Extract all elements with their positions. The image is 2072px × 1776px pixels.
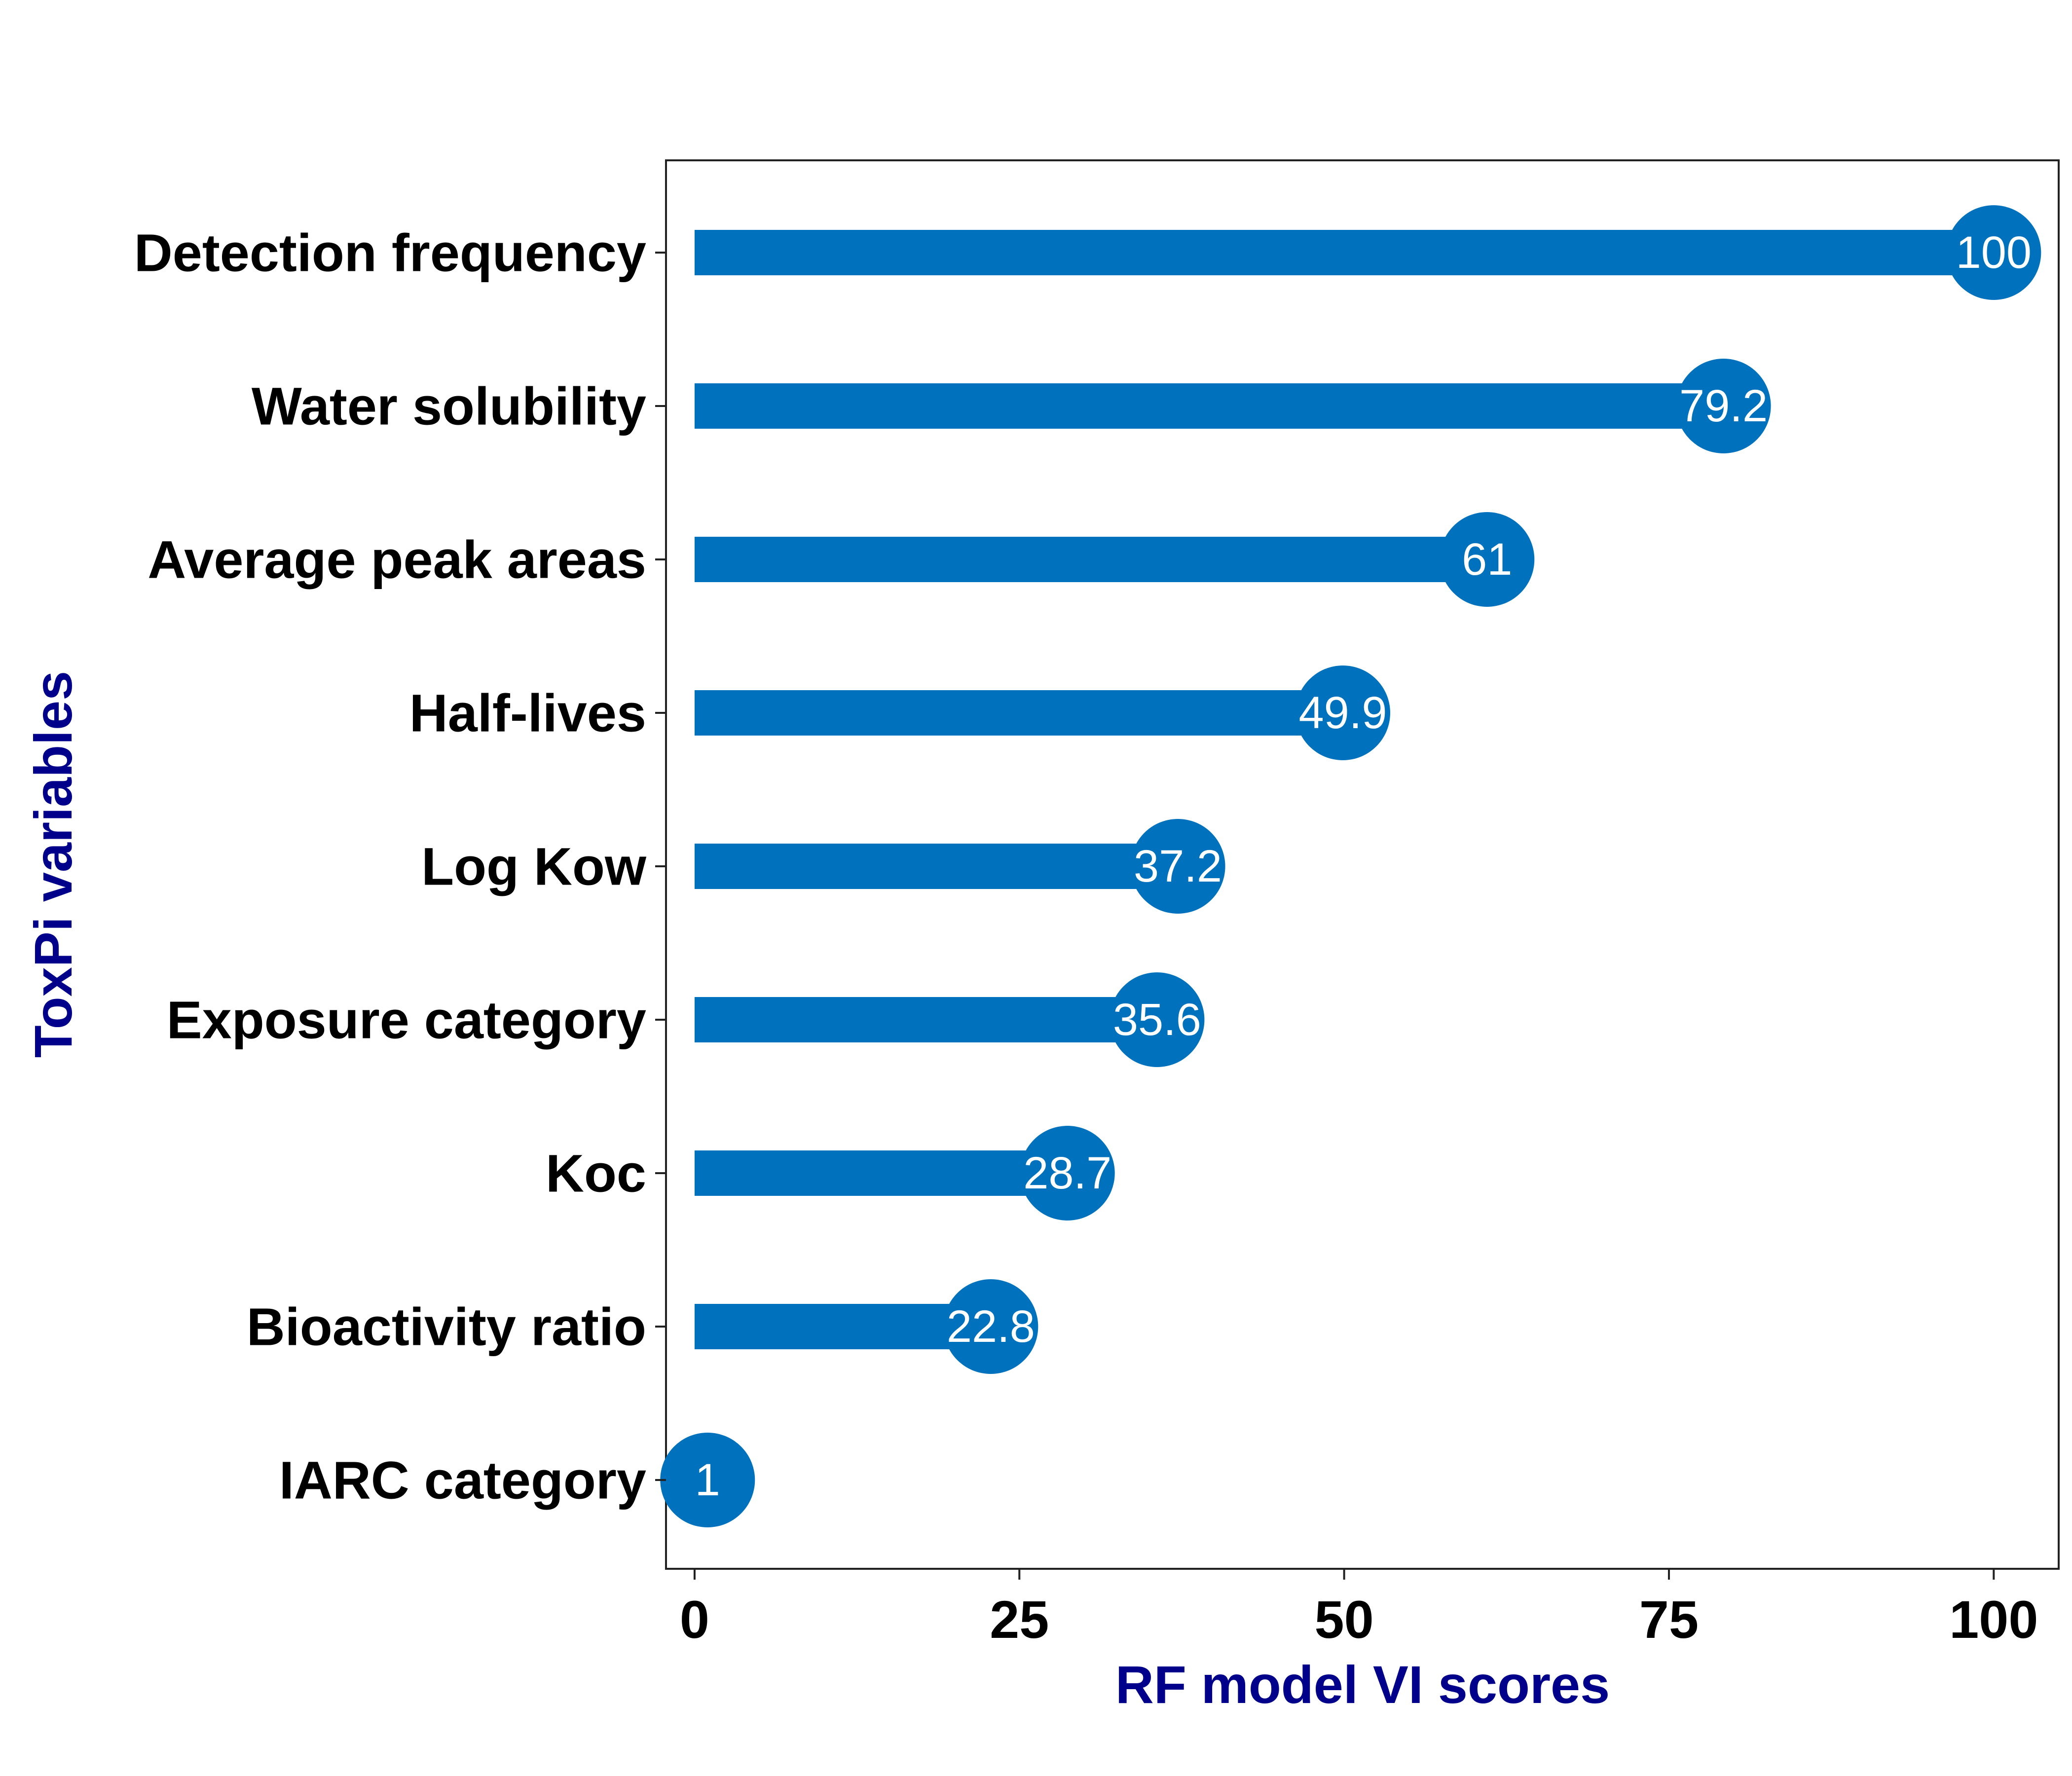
y-tick-label-5: Exposure category <box>167 990 646 1050</box>
point-8 <box>660 1433 755 1527</box>
x-tick-label-1: 25 <box>990 1590 1049 1649</box>
point-6 <box>1020 1126 1115 1221</box>
data-label-0: 100 <box>1956 227 2032 278</box>
plot-panel-border <box>665 159 2060 1570</box>
data-label-6: 28.7 <box>1023 1148 1111 1198</box>
point-3 <box>1295 666 1390 760</box>
y-tick-label-6: Koc <box>546 1144 646 1203</box>
y-tick-label-1: Water solubility <box>252 376 646 436</box>
y-tick-label-3: Half-lives <box>409 683 646 743</box>
point-5 <box>1110 972 1205 1067</box>
bar-7 <box>694 1304 991 1349</box>
y-tick-label-2: Average peak areas <box>148 530 646 590</box>
bar-6 <box>694 1150 1068 1196</box>
point-1 <box>1676 359 1771 453</box>
data-marks: 100 79.2 61 49.9 37.2 35.6 28.7 22.8 1 <box>660 205 2041 1527</box>
bar-1 <box>694 383 1724 429</box>
x-tick-label-3: 75 <box>1639 1590 1699 1649</box>
point-2 <box>1440 512 1535 607</box>
y-tick-label-7: Bioactivity ratio <box>247 1297 646 1357</box>
y-tick-label-0: Detection frequency <box>134 223 646 283</box>
y-tick-label-4: Log Kow <box>421 837 647 896</box>
bar-2 <box>694 537 1487 582</box>
data-label-1: 79.2 <box>1679 381 1768 431</box>
bar-5 <box>694 997 1157 1042</box>
data-label-7: 22.8 <box>947 1301 1035 1352</box>
bar-3 <box>694 690 1343 736</box>
x-tick-label-4: 100 <box>1949 1590 2038 1649</box>
y-axis-title: ToxPi variables <box>23 671 83 1058</box>
x-tick-label-0: 0 <box>680 1590 709 1649</box>
bar-4 <box>694 844 1178 889</box>
point-7 <box>943 1279 1038 1374</box>
x-axis: 0 25 50 75 100 <box>680 1569 2038 1649</box>
x-axis-title: RF model VI scores <box>1115 1655 1610 1714</box>
x-tick-label-2: 50 <box>1315 1590 1374 1649</box>
y-tick-label-8: IARC category <box>279 1450 646 1510</box>
data-label-4: 37.2 <box>1134 841 1222 891</box>
data-label-8: 1 <box>695 1455 720 1505</box>
data-label-5: 35.6 <box>1113 995 1201 1045</box>
point-0 <box>1946 205 2041 300</box>
data-label-3: 49.9 <box>1298 688 1387 738</box>
bar-0 <box>694 230 1994 275</box>
y-axis: Detection frequency Water solubility Avera… <box>134 223 666 1510</box>
point-4 <box>1130 819 1225 914</box>
data-label-2: 61 <box>1462 534 1512 585</box>
